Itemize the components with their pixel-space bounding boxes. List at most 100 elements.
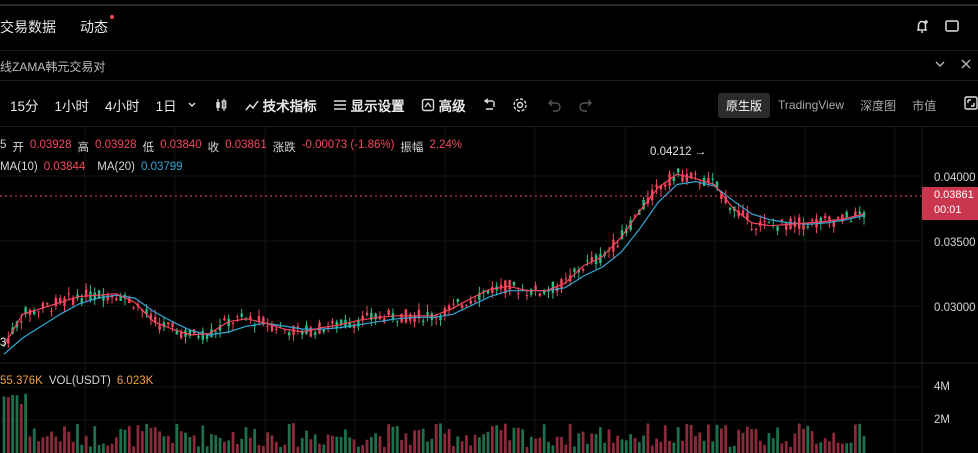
ma10-line	[3, 173, 865, 346]
change-value: -0.00073 (-1.86%)	[301, 139, 395, 151]
volume-bar	[646, 423, 650, 453]
volume-bar	[106, 445, 110, 453]
gear-icon[interactable]	[512, 97, 528, 113]
display-settings-button[interactable]: 显示设置	[333, 95, 405, 115]
candle-body	[491, 286, 494, 293]
volume-bar	[175, 423, 179, 453]
interval-4h[interactable]: 4小时	[105, 99, 140, 114]
tab-feed[interactable]: 动态	[80, 15, 114, 37]
volume-bar	[2, 396, 6, 453]
volume-bar	[447, 428, 451, 453]
candle-body	[162, 322, 166, 328]
alert-add-icon[interactable]	[914, 18, 930, 39]
volume-bar	[719, 428, 723, 453]
pair-title[interactable]: 线ZAMA韩元交易对	[0, 60, 106, 74]
candle-body	[205, 334, 209, 339]
candle-body	[862, 212, 866, 218]
candle-body	[7, 338, 10, 344]
volume-bar	[426, 441, 429, 453]
view-market-cap[interactable]: 市值	[912, 98, 937, 113]
view-depth[interactable]: 深度图	[860, 98, 897, 113]
candle-body	[780, 219, 784, 221]
reset-icon[interactable]	[482, 98, 496, 112]
candle-type-icon[interactable]	[213, 97, 229, 113]
volume-bar	[24, 393, 28, 453]
volume-bar	[594, 434, 598, 453]
volume-bar	[356, 446, 360, 453]
fullscreen-icon[interactable]	[964, 96, 978, 115]
advanced-button[interactable]: 高级	[421, 95, 466, 115]
candle-body	[115, 298, 118, 301]
candle-body	[253, 325, 256, 327]
volume-bar	[283, 444, 287, 453]
volume-bar	[745, 426, 749, 453]
candle-body	[80, 298, 83, 303]
low-label: 低	[142, 142, 155, 154]
volume-bar	[482, 434, 486, 453]
volume-bar	[378, 436, 382, 453]
volume-bar	[676, 427, 680, 453]
candle-body	[724, 196, 727, 203]
volume-value: 6.023K	[116, 375, 154, 387]
display-settings-label: 显示设置	[350, 99, 405, 114]
candlestick-chart[interactable]: 0.04212 → 3	[0, 127, 978, 453]
volume-bar	[724, 425, 728, 453]
view-native[interactable]: 原生版	[718, 92, 771, 118]
candle-body	[93, 292, 96, 300]
close-icon[interactable]	[960, 58, 972, 73]
volume-bar	[715, 424, 719, 453]
candle-body	[473, 300, 477, 302]
volume-bar	[512, 427, 516, 453]
candle-body	[599, 253, 602, 264]
volume-bar	[758, 440, 762, 453]
volume-bar	[771, 438, 775, 453]
indicators-button[interactable]: 技术指标	[244, 95, 317, 115]
candle-body	[534, 285, 537, 291]
candle-body	[179, 331, 183, 339]
volume-bar	[223, 441, 226, 453]
candle-body	[110, 295, 114, 298]
current-price-badge: 0.03861 00:01	[922, 187, 978, 220]
tab-trading-data[interactable]: 交易数据	[0, 19, 56, 35]
candle-body	[374, 313, 377, 320]
open-value: 0.03928	[29, 139, 72, 151]
candle-body	[776, 226, 779, 231]
divider	[0, 50, 978, 51]
volume-bar	[266, 432, 270, 453]
candle-countdown: 00:01	[934, 204, 962, 216]
volume-bar	[391, 426, 395, 453]
undo-icon[interactable]	[547, 98, 562, 112]
view-tradingview[interactable]: TradingView	[778, 98, 845, 112]
candle-body	[689, 172, 693, 179]
interval-1d[interactable]: 1日	[155, 99, 177, 114]
candle-body	[707, 177, 710, 183]
volume-bar	[192, 435, 196, 453]
volume-bar	[28, 436, 32, 453]
candle-body	[20, 320, 23, 323]
window-icon[interactable]	[944, 18, 960, 39]
candle-body	[175, 330, 179, 335]
volume-bar	[793, 433, 797, 453]
volume-bar	[668, 441, 671, 453]
volume-bar	[728, 446, 732, 453]
interval-more-chevron-icon[interactable]	[187, 100, 197, 110]
volume-bar	[486, 431, 490, 453]
ma-legend: MA(10) 0.03844 MA(20) 0.03799	[0, 161, 183, 173]
volume-bar	[845, 443, 849, 453]
interval-15m[interactable]: 15分	[10, 99, 39, 114]
volume-bar	[292, 423, 295, 453]
volume-bar	[629, 433, 633, 453]
volume-bar	[637, 441, 641, 453]
chevron-down-icon[interactable]	[934, 58, 946, 73]
candle-body	[167, 322, 170, 325]
candle-body	[214, 331, 217, 333]
volume-bar	[158, 431, 161, 453]
candle-body	[573, 268, 576, 272]
volume-bar	[538, 437, 542, 453]
volume-bar	[15, 395, 19, 453]
redo-icon[interactable]	[578, 98, 592, 112]
candle-body	[676, 168, 680, 173]
candle-body	[288, 332, 291, 336]
candle-body	[469, 300, 472, 304]
interval-1h[interactable]: 1小时	[54, 99, 90, 114]
